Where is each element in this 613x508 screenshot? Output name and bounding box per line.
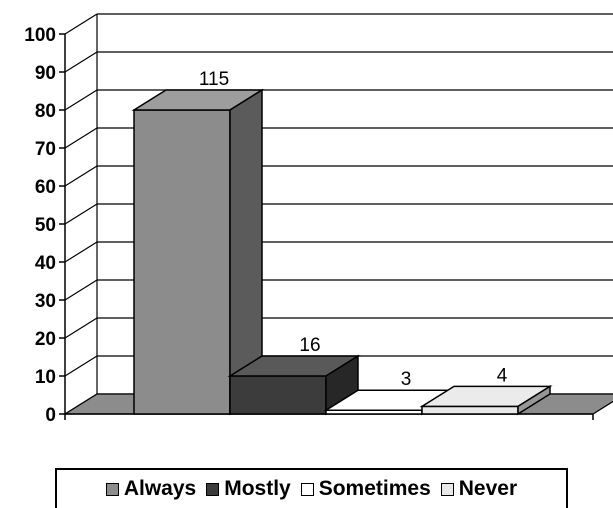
y-tick-label: 60 (35, 177, 56, 198)
legend-label-mostly: Mostly (224, 477, 291, 500)
gridline-diagonal (64, 203, 98, 225)
legend: Always Mostly Sometimes Never (55, 468, 568, 508)
bar-mostly (227, 354, 361, 416)
bar-never (419, 385, 553, 416)
y-tick-label: 100 (24, 25, 56, 46)
bar-side (517, 385, 551, 416)
data-label-sometimes: 3 (401, 369, 412, 390)
y-tick-label: 20 (35, 329, 56, 350)
y-tick-label: 10 (35, 367, 56, 388)
gridline-diagonal (64, 241, 98, 263)
y-tick-label: 0 (45, 405, 56, 426)
legend-item-sometimes: Sometimes (300, 477, 431, 501)
y-tick-label: 80 (35, 101, 56, 122)
bar-front (421, 405, 519, 415)
data-label-never: 4 (497, 365, 508, 386)
y-tick-label: 90 (35, 63, 56, 84)
bar-always (131, 88, 265, 416)
legend-swatch-never (440, 482, 454, 496)
gridline-diagonal (64, 317, 98, 339)
y-tick-label: 70 (35, 139, 56, 160)
data-label-mostly: 16 (299, 335, 320, 356)
legend-item-never: Never (440, 477, 518, 501)
legend-label-always: Always (123, 477, 197, 500)
data-labels: 115 16 3 4 (199, 69, 508, 390)
y-tick-label: 50 (35, 215, 56, 236)
bars (131, 88, 553, 416)
data-label-always: 115 (199, 69, 229, 90)
gridline-diagonal (64, 51, 98, 73)
legend-swatch-always (105, 482, 119, 496)
gridline-diagonal (64, 127, 98, 149)
legend-swatch-mostly (206, 482, 220, 496)
gridline-diagonal (64, 165, 98, 187)
y-tick-label: 40 (35, 253, 56, 274)
bar-chart: 0 10 20 30 40 50 60 70 80 90 100 115 16 3 4 (24, 13, 613, 426)
gridline-diagonal (64, 13, 98, 35)
gridline-diagonal (64, 89, 98, 111)
y-tick-label: 30 (35, 291, 56, 312)
legend-label-sometimes: Sometimes (318, 477, 431, 500)
gridline-diagonal (64, 279, 98, 301)
legend-label-never: Never (458, 477, 518, 500)
bar-front (133, 109, 231, 415)
legend-item-always: Always (105, 477, 197, 501)
gridline-diagonal (64, 355, 98, 377)
legend-swatch-sometimes (300, 482, 314, 496)
bar-front (229, 375, 327, 415)
legend-item-mostly: Mostly (206, 477, 291, 501)
